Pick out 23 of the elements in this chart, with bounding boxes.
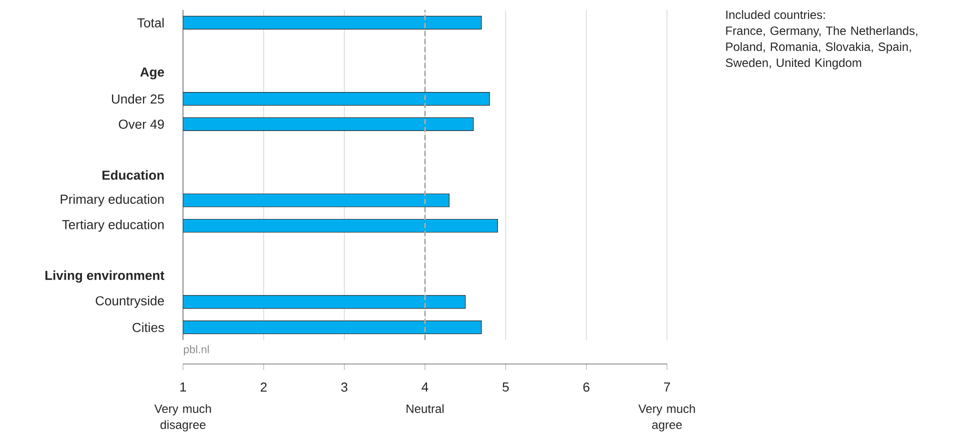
- x-tick-label: 1: [180, 382, 186, 392]
- x-tick-label: 5: [502, 382, 509, 392]
- y-tick-label: Living environment: [45, 270, 164, 283]
- x-tick-label: 3: [341, 382, 348, 392]
- text: France, Germany, The Netherlands, Poland, Romania, Slovakia, Spain, Sweden, United Kingdom: [726, 26, 918, 70]
- y-tick-label: Under 25: [112, 94, 164, 104]
- y-tick-label: Education: [102, 170, 164, 180]
- y-tick-label: Tertiary education: [62, 220, 164, 232]
- x-tick-label: 2: [260, 382, 267, 392]
- x-tick-label: 4: [422, 382, 428, 392]
- text: pbl.nl: [184, 345, 209, 356]
- y-tick-label: Countryside: [96, 296, 164, 308]
- text: Very much agree: [638, 404, 695, 432]
- y-tick-label: Over 49: [118, 120, 164, 129]
- y-tick-label: Cities: [132, 322, 164, 332]
- y-tick-label: Primary education: [60, 194, 164, 206]
- x-tick-label: 7: [664, 382, 670, 392]
- text: Very much disagree: [154, 404, 211, 432]
- x-tick-label: 6: [583, 382, 590, 392]
- y-tick-label: Age: [140, 68, 164, 80]
- y-tick-label: Total: [137, 18, 164, 28]
- text: Neutral: [406, 404, 444, 413]
- text: Included countries:: [726, 10, 825, 19]
